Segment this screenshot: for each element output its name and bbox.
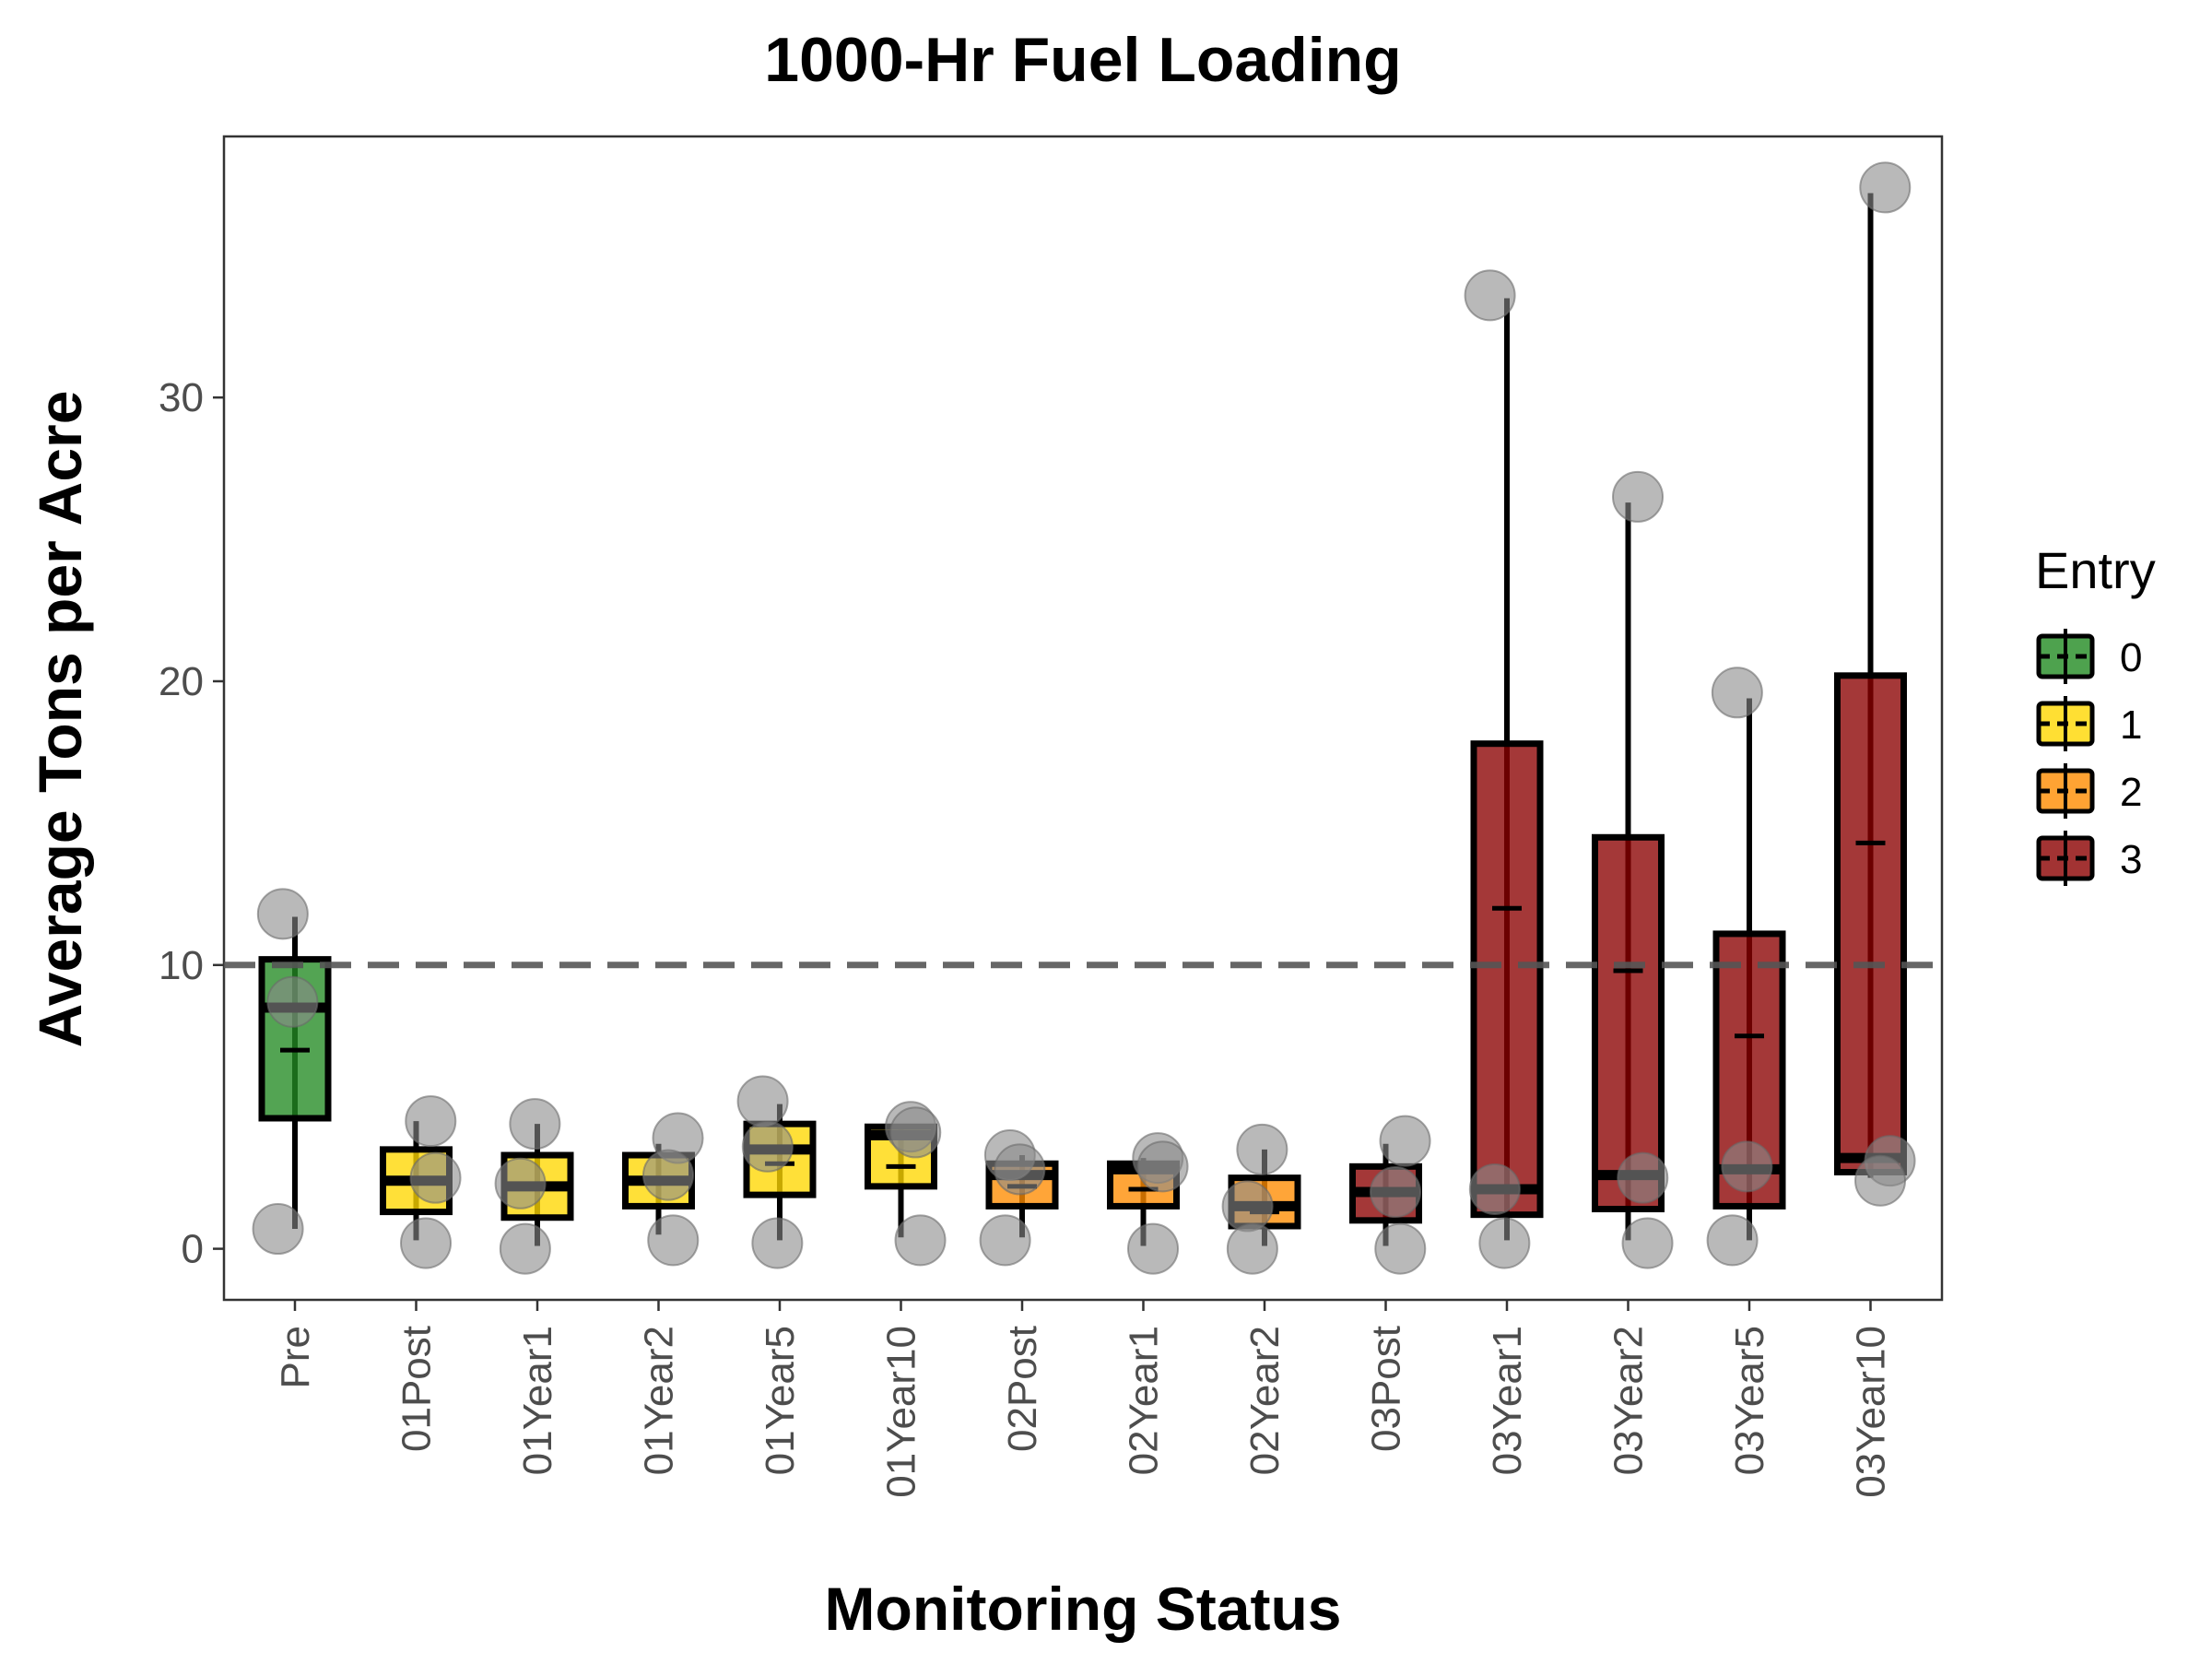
- data-point-Pre: [252, 1203, 304, 1256]
- x-tick-label: 03Year10: [1849, 1326, 1894, 1498]
- data-point-01Year1: [509, 1098, 561, 1151]
- legend-item-1: 1: [2036, 696, 2142, 751]
- data-point-02Post: [979, 1214, 1031, 1267]
- box-03Year1: [1470, 298, 1544, 1241]
- legend-title: Entry: [2035, 541, 2156, 599]
- legend-label: 3: [2120, 837, 2142, 882]
- plot-panel: [222, 135, 1944, 1302]
- x-tick-label: 01Year2: [637, 1326, 682, 1475]
- data-point-02Year1: [1127, 1222, 1180, 1275]
- data-point-03Year5: [1706, 1214, 1759, 1267]
- data-point-02Year2: [1226, 1222, 1278, 1275]
- data-point-01Year5: [741, 1120, 794, 1173]
- data-point-03Year10: [1859, 161, 1912, 214]
- data-point-03Year1: [1464, 269, 1516, 322]
- y-tick-label: 0: [182, 1227, 204, 1272]
- y-axis-title: Average Tons per Acre: [26, 391, 94, 1048]
- box-body-03Year1: [1470, 740, 1544, 1219]
- data-point-03Year1: [1468, 1162, 1521, 1215]
- x-tick-label: 03Year1: [1485, 1326, 1530, 1475]
- x-tick-label: Pre: [273, 1326, 318, 1388]
- data-point-03Year2: [1612, 470, 1665, 523]
- data-point-01Year2: [642, 1149, 695, 1201]
- data-point-03Post: [1379, 1115, 1431, 1167]
- data-point-01Year5: [736, 1075, 789, 1127]
- data-point-03Year5: [1711, 667, 1763, 719]
- x-tick-label: 01Year5: [758, 1326, 803, 1475]
- y-tick-label: 20: [159, 659, 204, 704]
- x-tick-label: 03Year5: [1727, 1326, 1772, 1475]
- box-03Year2: [1592, 502, 1665, 1241]
- data-point-01Year2: [647, 1214, 700, 1267]
- data-point-01Post: [409, 1151, 462, 1204]
- data-point-01Post: [400, 1217, 453, 1269]
- data-point-01Year10: [889, 1106, 942, 1159]
- data-point-Pre: [256, 888, 309, 940]
- legend-item-0: 0: [2036, 629, 2142, 684]
- legend-item-3: 3: [2036, 831, 2142, 886]
- data-point-03Year2: [1621, 1217, 1674, 1269]
- legend-label: 0: [2120, 635, 2142, 680]
- data-point-01Post: [405, 1095, 457, 1148]
- data-point-03Post: [1374, 1222, 1427, 1275]
- data-point-01Year1: [499, 1222, 551, 1275]
- y-tick-label: 30: [159, 375, 204, 420]
- data-point-02Post: [994, 1143, 1046, 1196]
- legend-item-2: 2: [2036, 763, 2142, 819]
- data-point-02Year1: [1136, 1140, 1189, 1193]
- data-point-03Year1: [1478, 1217, 1531, 1269]
- legend-label: 1: [2120, 702, 2142, 748]
- x-tick-label: 02Year1: [1122, 1326, 1167, 1475]
- data-point-01Year10: [894, 1214, 947, 1267]
- data-point-02Year2: [1236, 1123, 1288, 1175]
- box-body-03Year10: [1834, 672, 1907, 1175]
- data-point-01Year5: [751, 1217, 804, 1269]
- x-tick-label: 01Post: [394, 1326, 440, 1452]
- x-tick-label: 02Year2: [1242, 1326, 1288, 1475]
- x-tick-label: 03Year2: [1606, 1326, 1652, 1475]
- x-tick-label: 02Post: [1000, 1326, 1045, 1452]
- legend: 0 1 2 3: [2036, 629, 2142, 886]
- data-point-01Year1: [494, 1157, 547, 1210]
- x-tick-label: 01Year10: [879, 1326, 924, 1498]
- x-tick-label: 03Post: [1364, 1326, 1409, 1452]
- box-body-03Year2: [1592, 833, 1665, 1213]
- y-tick-label: 10: [159, 943, 204, 988]
- data-point-03Year2: [1617, 1151, 1669, 1204]
- chart-title: 1000-Hr Fuel Loading: [764, 25, 1401, 95]
- x-axis-title: Monitoring Status: [825, 1575, 1342, 1643]
- data-point-03Year5: [1721, 1140, 1773, 1193]
- data-point-03Year10: [1854, 1154, 1907, 1207]
- x-tick-label: 01Year1: [515, 1326, 560, 1475]
- points-layer: [252, 161, 1916, 1275]
- data-point-Pre: [266, 975, 319, 1028]
- legend-label: 2: [2120, 770, 2142, 815]
- axes-layer: 0 10 20 30 Pre 01Post 01Year1 01Year2 01Year5 01Y…: [159, 135, 1944, 1498]
- data-point-03Post: [1370, 1166, 1422, 1219]
